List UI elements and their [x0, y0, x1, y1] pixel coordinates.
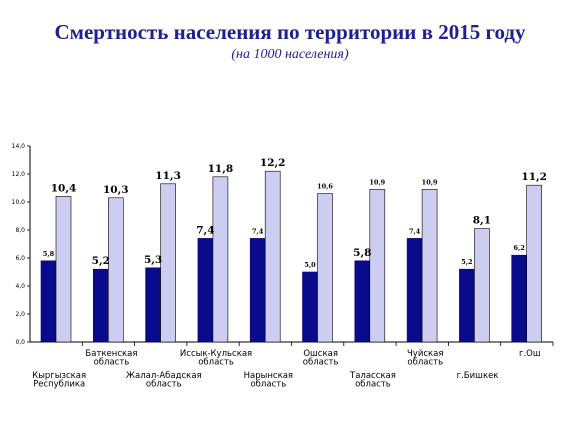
- bar-series-2: [317, 193, 333, 343]
- chart-bars: [40, 170, 543, 343]
- y-tick-label: 14,0: [12, 143, 26, 150]
- category-label: г.Ош: [519, 349, 541, 359]
- y-tick-label: 4,0: [15, 283, 25, 290]
- bar-series-1: [197, 238, 214, 343]
- category-label: Ошская: [303, 349, 338, 359]
- data-label: 11,8: [208, 163, 234, 175]
- bar-series-2: [212, 176, 229, 343]
- y-tick-label: 6,0: [15, 255, 25, 262]
- data-label: 5,3: [144, 254, 162, 266]
- chart-value-labels: 5,8 10,4 5,2 10,3 5,3 11,3 7,4 11,8 7,4 12,2 5,0 10…: [43, 157, 547, 269]
- category-label: г.Бишкек: [457, 371, 499, 381]
- bar-series-1: [302, 271, 318, 343]
- data-label: 11,2: [521, 171, 547, 183]
- bar-series-2: [474, 228, 490, 343]
- bar-series-2: [55, 196, 72, 343]
- category-label: Нарынская: [244, 371, 293, 381]
- y-tick-label: 8,0: [15, 227, 25, 234]
- category-label: Таласская: [349, 371, 396, 381]
- data-label: 10,6: [317, 183, 333, 191]
- data-label: 10,3: [103, 184, 129, 196]
- data-label: 5,0: [304, 261, 316, 269]
- data-label: 10,9: [369, 178, 385, 186]
- data-label: 10,4: [51, 182, 77, 194]
- bar-series-1: [249, 238, 266, 343]
- bar-series-1: [459, 268, 475, 343]
- data-label: 7,4: [252, 227, 264, 235]
- chart-title: Смертность населения по территории в 201…: [54, 20, 526, 44]
- data-label: 5,2: [92, 255, 110, 267]
- category-label: область: [303, 358, 339, 368]
- data-label: 7,4: [196, 224, 214, 236]
- y-tick-label: 0,0: [15, 339, 25, 346]
- bar-series-1: [93, 268, 109, 343]
- bar-series-1: [406, 238, 423, 343]
- category-label: область: [146, 380, 182, 390]
- y-tick-label: 12,0: [12, 171, 26, 178]
- bar-series-2: [108, 197, 124, 343]
- category-label: область: [94, 358, 130, 368]
- bar-series-1: [354, 260, 371, 343]
- data-label: 5,8: [43, 250, 55, 258]
- data-label: 11,3: [155, 170, 181, 182]
- category-label: область: [250, 380, 286, 390]
- chart-category-labels: КыргызскаяРеспубликаБаткенскаяобластьЖал…: [32, 349, 541, 390]
- data-label: 5,2: [461, 258, 472, 266]
- bar-series-1: [40, 260, 57, 343]
- bar-series-2: [160, 183, 176, 343]
- category-label: Иссык-Кульская: [180, 349, 252, 359]
- chart-subtitle: (на 1000 населения): [231, 47, 349, 62]
- category-label: область: [407, 358, 443, 368]
- data-label: 8,1: [473, 215, 491, 227]
- bar-series-1: [145, 267, 161, 343]
- bar-series-2: [264, 170, 281, 343]
- y-tick-label: 2,0: [15, 311, 25, 318]
- data-label: 10,9: [422, 178, 438, 186]
- bar-series-1: [511, 254, 528, 343]
- bar-series-2: [421, 189, 438, 343]
- category-label: Баткенская: [85, 349, 137, 359]
- category-label: область: [355, 380, 391, 390]
- data-label: 5,8: [353, 247, 371, 259]
- data-label: 6,2: [514, 244, 525, 252]
- category-label: Чуйская: [407, 349, 444, 359]
- category-label: Кыргызская: [32, 371, 86, 381]
- data-label: 12,2: [260, 157, 286, 169]
- category-label: Республика: [33, 380, 85, 390]
- category-label: область: [198, 358, 234, 368]
- y-tick-label: 10,0: [12, 199, 26, 206]
- data-label: 7,4: [409, 227, 421, 235]
- category-label: Жалал-Абадская: [126, 371, 202, 381]
- bar-series-2: [369, 189, 386, 343]
- bar-series-2: [526, 184, 543, 343]
